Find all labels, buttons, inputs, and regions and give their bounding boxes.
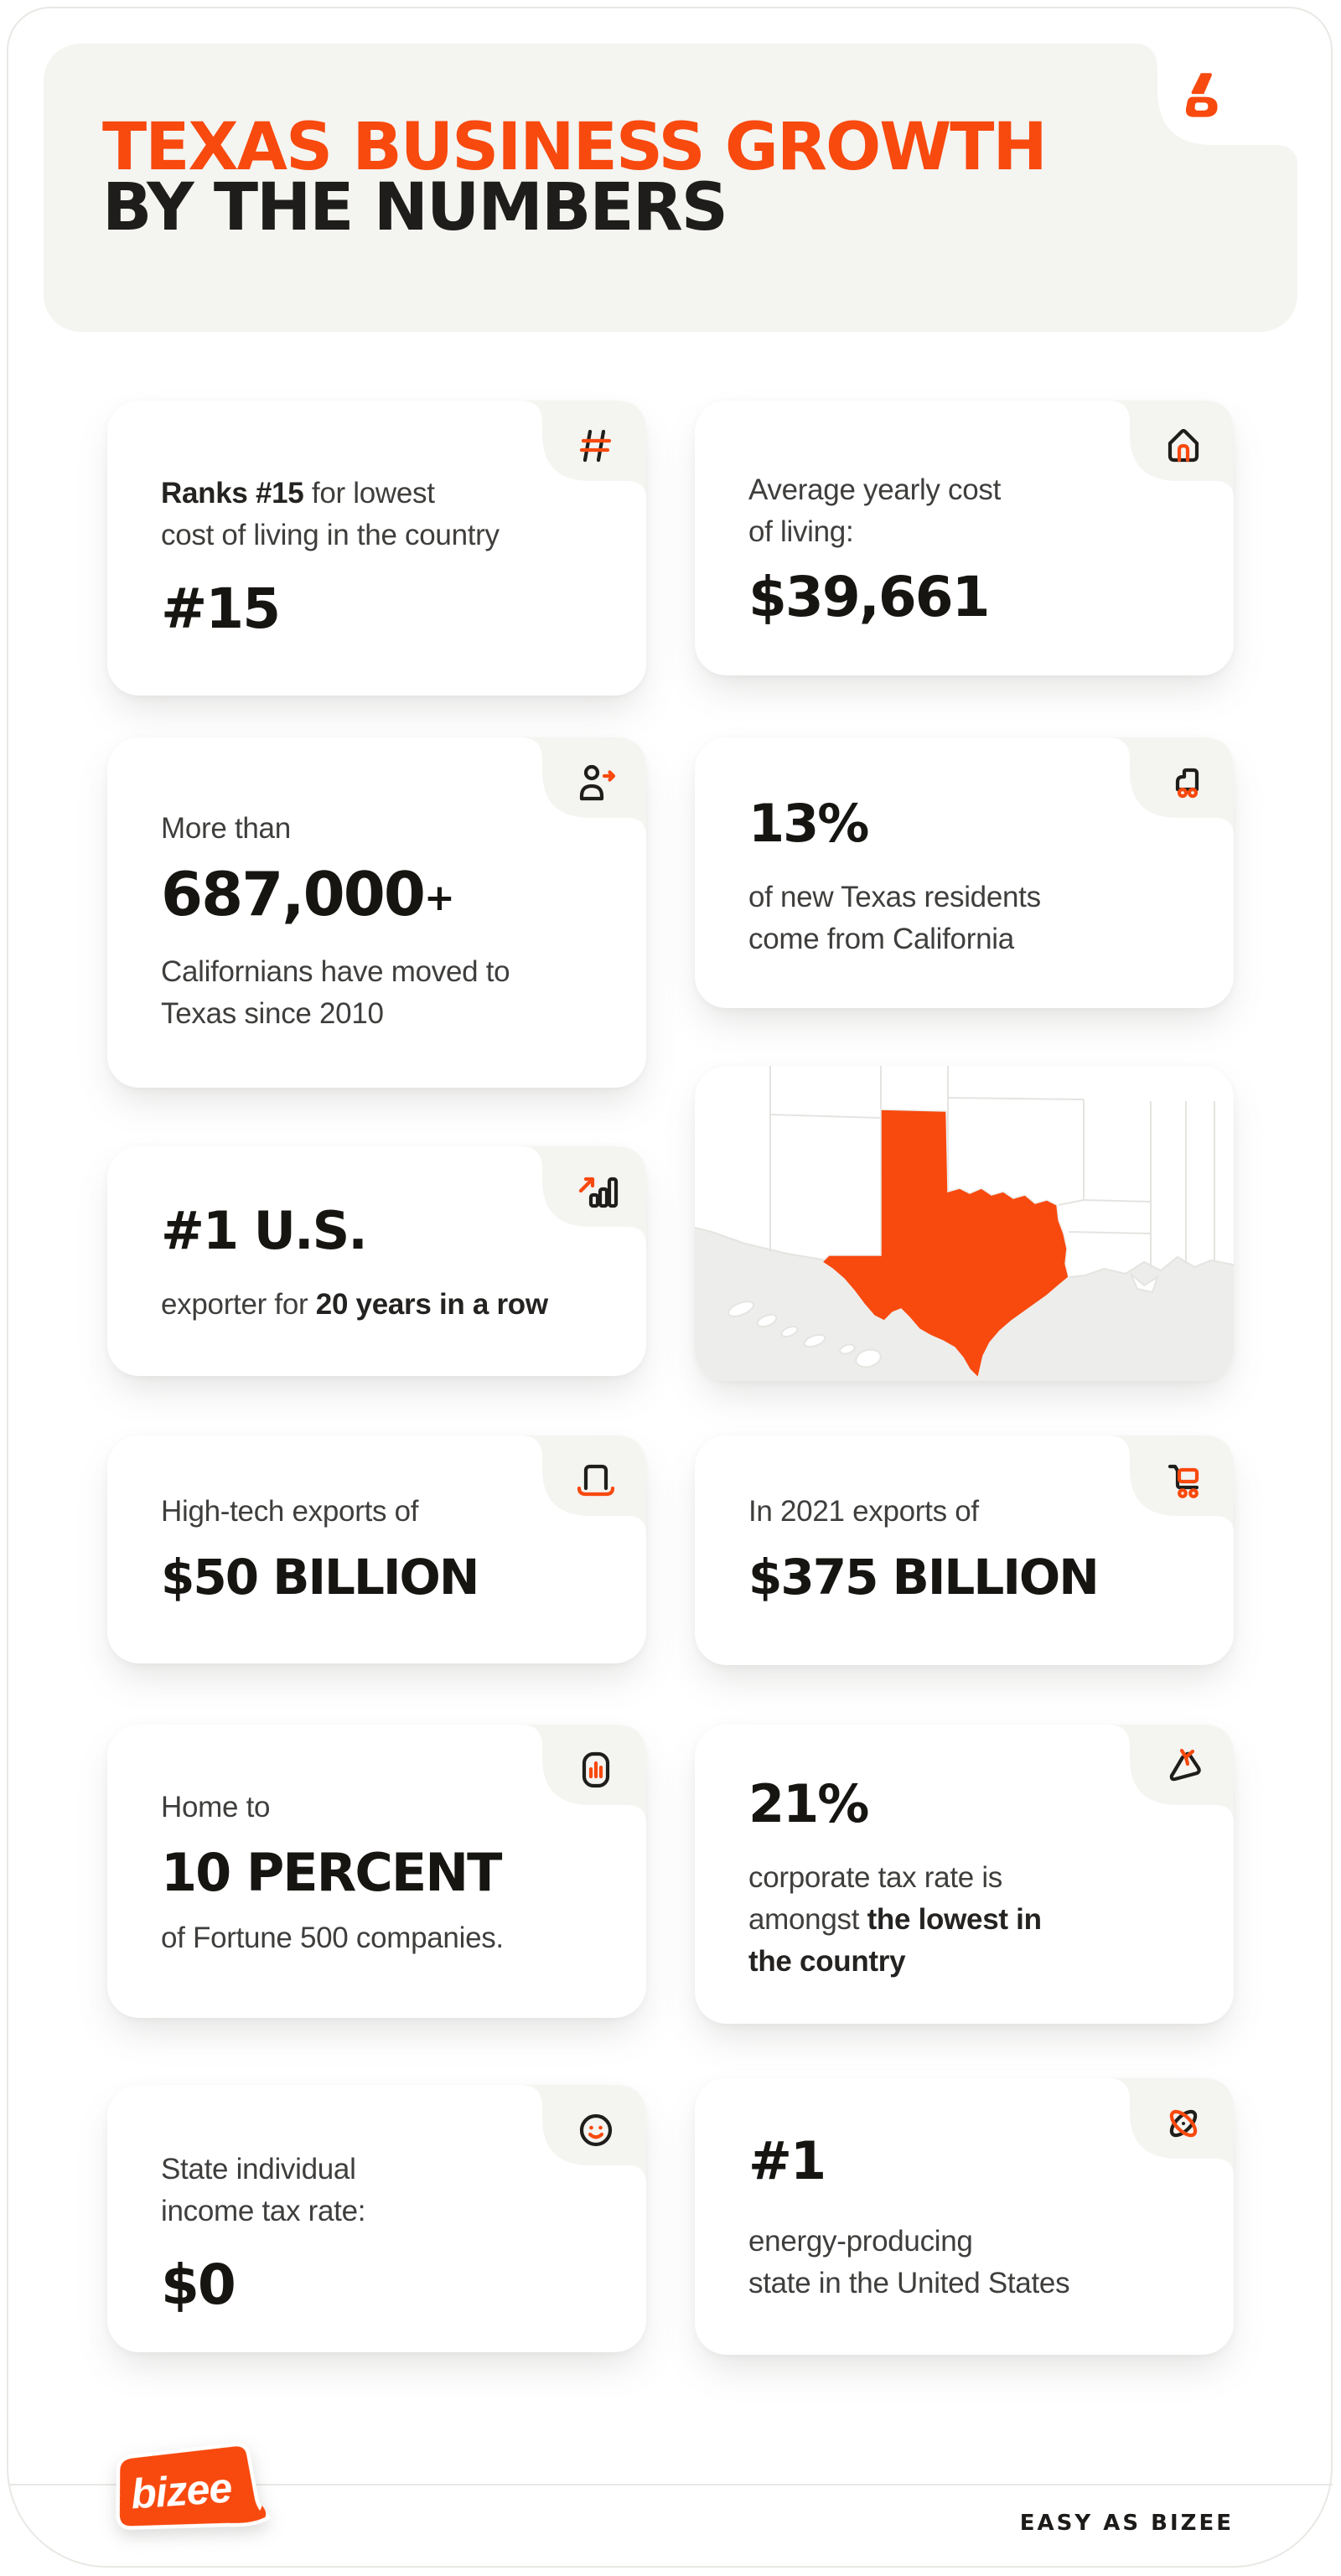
stat-card-hightech: High-tech exports of $50 BILLION bbox=[107, 1435, 646, 1663]
hash-icon bbox=[572, 422, 619, 469]
stat-value: #1 U.S. bbox=[161, 1200, 368, 1261]
stat-lead: Ranks #15 for lowest cost of living in t… bbox=[161, 477, 500, 551]
stat-card-exports-2021: In 2021 exports of $375 BILLION bbox=[695, 1435, 1234, 1665]
title-line-2: BY THE NUMBERS bbox=[102, 170, 728, 246]
stat-value: #1 bbox=[748, 2130, 826, 2191]
page-title: TEXAS BUSINESS GROWTH BY THE NUMBERS bbox=[102, 110, 1048, 246]
stat-value: $375 BILLION bbox=[748, 1549, 1100, 1606]
stat-tail: corporate tax rate is amongst the lowest … bbox=[748, 1861, 1042, 1978]
stat-card-californians: More than 687,000+ Californians have mov… bbox=[107, 737, 646, 1088]
stat-tail: of Fortune 500 companies. bbox=[161, 1922, 504, 1954]
smiley-icon bbox=[572, 2107, 619, 2154]
home-icon bbox=[1160, 422, 1207, 469]
stat-value: 21% bbox=[748, 1773, 869, 1834]
stat-lead: In 2021 exports of bbox=[748, 1495, 979, 1528]
stat-lead: More than bbox=[161, 812, 291, 845]
footer-divider bbox=[8, 2484, 1333, 2485]
stat-card-cost-of-living: Average yearly cost of living: $39,661 bbox=[695, 401, 1234, 675]
stat-card-energy: #1 energy-producing state in the United S… bbox=[695, 2078, 1234, 2355]
header-card: TEXAS BUSINESS GROWTH BY THE NUMBERS bbox=[44, 43, 1298, 332]
stat-value: #15 bbox=[161, 577, 281, 641]
stat-tail: Californians have moved to Texas since 20… bbox=[161, 955, 510, 1030]
stat-lead: State individual income tax rate: bbox=[161, 2153, 366, 2227]
stat-card-rank-15: Ranks #15 for lowest cost of living in t… bbox=[107, 401, 646, 696]
page-border bbox=[7, 7, 1333, 2568]
stat-value: $39,661 bbox=[748, 565, 991, 629]
bizee-b-logo-icon bbox=[1185, 73, 1218, 117]
bizee-logo: bizee bbox=[96, 2438, 279, 2542]
poll-icon bbox=[572, 1746, 619, 1793]
stat-lead: High-tech exports of bbox=[161, 1495, 419, 1528]
send-icon bbox=[1160, 1746, 1207, 1793]
stat-tail: energy-producing state in the United Stat… bbox=[748, 2225, 1070, 2299]
stat-tail: of new Texas residents come from Californ… bbox=[748, 881, 1041, 955]
bizee-logo-text: bizee bbox=[129, 2464, 233, 2517]
stat-value: 13% bbox=[748, 793, 869, 854]
texas-shape bbox=[821, 1109, 1069, 1379]
footer-tagline: EASY AS BIZEE bbox=[1019, 2511, 1234, 2536]
laptop-icon bbox=[572, 1457, 619, 1504]
stat-value: 10 PERCENT bbox=[161, 1842, 502, 1903]
atom-icon bbox=[1160, 2100, 1207, 2147]
stat-card-exporter: #1 U.S. exporter for 20 years in a row bbox=[107, 1146, 646, 1376]
stat-value: 687,000+ bbox=[161, 859, 455, 929]
title-line-1: TEXAS BUSINESS GROWTH bbox=[102, 110, 1048, 185]
texas-map-card bbox=[695, 1066, 1234, 1381]
stat-card-corporate-tax: 21% corporate tax rate is amongst the low… bbox=[695, 1725, 1234, 2024]
stat-lead: Home to bbox=[161, 1791, 271, 1823]
stat-card-residents-13: 13% of new Texas residents come from Cali… bbox=[695, 737, 1234, 1008]
stat-tail: exporter for 20 years in a row bbox=[161, 1288, 548, 1321]
stat-value: $50 BILLION bbox=[161, 1549, 479, 1606]
person-move-icon bbox=[572, 759, 619, 806]
stat-lead: Average yearly cost of living: bbox=[748, 473, 1002, 548]
stat-card-income-tax: State individual income tax rate: $0 bbox=[107, 2085, 646, 2352]
us-map-texas-highlight bbox=[695, 1066, 1234, 1381]
cart-icon bbox=[1160, 1457, 1207, 1504]
stat-card-fortune500: Home to 10 PERCENT of Fortune 500 compan… bbox=[107, 1725, 646, 2018]
chart-up-icon bbox=[572, 1168, 619, 1215]
stat-value: $0 bbox=[161, 2253, 236, 2317]
truck-icon bbox=[1160, 759, 1207, 806]
